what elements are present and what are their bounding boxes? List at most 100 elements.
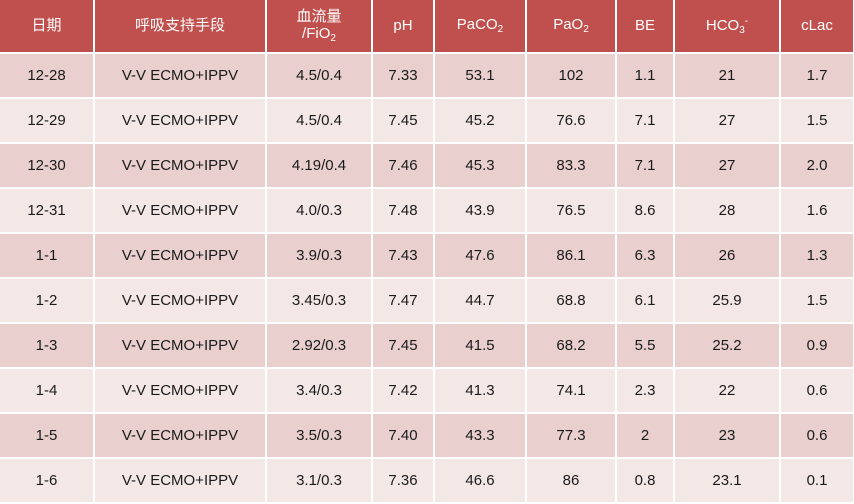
cell-paco2: 45.2 [434,98,527,144]
cell-clac: 1.5 [780,98,854,144]
cell-be: 6.3 [616,233,675,279]
header-clac: cLac [780,0,854,54]
header-paco2: PaCO2 [434,0,527,54]
cell-paco2: 41.5 [434,323,527,369]
cell-clac: 1.5 [780,278,854,324]
table-row: 1-5 V-V ECMO+IPPV 3.5/0.3 7.40 43.3 77.3 2 23 0.… [0,413,854,459]
cell-be: 0.8 [616,458,675,504]
table-body: 12-28 V-V ECMO+IPPV 4.5/0.4 7.33 53.1 102 1.1 2… [0,53,854,504]
header-hco3: HCO3- [674,0,781,54]
cell-pao2: 77.3 [526,413,617,459]
cell-flow: 2.92/0.3 [266,323,373,369]
cell-be: 2 [616,413,675,459]
cell-ph: 7.46 [372,143,435,189]
cell-date: 12-29 [0,98,95,144]
cell-clac: 1.7 [780,53,854,99]
cell-pao2: 74.1 [526,368,617,414]
cell-support: V-V ECMO+IPPV [94,278,267,324]
cell-date: 1-3 [0,323,95,369]
header-flow-line1: 血流量 [296,7,342,25]
cell-hco3: 28 [674,188,781,234]
cell-support: V-V ECMO+IPPV [94,368,267,414]
cell-flow: 4.5/0.4 [266,53,373,99]
table-row: 12-31 V-V ECMO+IPPV 4.0/0.3 7.48 43.9 76.5 8.6… [0,188,854,234]
cell-hco3: 22 [674,368,781,414]
cell-be: 5.5 [616,323,675,369]
header-be: BE [616,0,675,54]
cell-flow: 4.19/0.4 [266,143,373,189]
cell-ph: 7.48 [372,188,435,234]
cell-paco2: 53.1 [434,53,527,99]
header-flow-fio2: 血流量 /FiO2 [266,0,373,54]
cell-pao2: 83.3 [526,143,617,189]
table-row: 1-3 V-V ECMO+IPPV 2.92/0.3 7.45 41.5 68.2 5.5 2… [0,323,854,369]
cell-ph: 7.43 [372,233,435,279]
cell-date: 1-6 [0,458,95,504]
cell-hco3: 23 [674,413,781,459]
cell-be: 1.1 [616,53,675,99]
cell-clac: 1.6 [780,188,854,234]
cell-support: V-V ECMO+IPPV [94,188,267,234]
cell-pao2: 86 [526,458,617,504]
cell-flow: 3.45/0.3 [266,278,373,324]
cell-hco3: 21 [674,53,781,99]
cell-be: 7.1 [616,98,675,144]
cell-clac: 2.0 [780,143,854,189]
cell-ph: 7.33 [372,53,435,99]
cell-paco2: 47.6 [434,233,527,279]
cell-date: 1-1 [0,233,95,279]
cell-flow: 4.5/0.4 [266,98,373,144]
header-hco3-sup: - [744,15,749,27]
cell-pao2: 76.6 [526,98,617,144]
header-pao2-sub: 2 [583,24,589,36]
cell-paco2: 41.3 [434,368,527,414]
table-row: 1-1 V-V ECMO+IPPV 3.9/0.3 7.43 47.6 86.1 6.3 26… [0,233,854,279]
cell-support: V-V ECMO+IPPV [94,233,267,279]
cell-support: V-V ECMO+IPPV [94,143,267,189]
cell-be: 2.3 [616,368,675,414]
header-support: 呼吸支持手段 [94,0,267,54]
header-paco2-label: PaCO [456,16,498,34]
header-pao2-label: PaO [553,16,584,34]
cell-flow: 3.5/0.3 [266,413,373,459]
cell-paco2: 44.7 [434,278,527,324]
cell-paco2: 45.3 [434,143,527,189]
cell-flow: 3.9/0.3 [266,233,373,279]
header-date: 日期 [0,0,95,54]
header-hco3-label: HCO [705,16,740,34]
header-row: 日期 呼吸支持手段 血流量 /FiO2 pH PaCO2 PaO2 BE HCO… [0,0,854,54]
cell-clac: 0.6 [780,413,854,459]
cell-support: V-V ECMO+IPPV [94,98,267,144]
header-pao2: PaO2 [526,0,617,54]
cell-flow: 3.4/0.3 [266,368,373,414]
cell-be: 8.6 [616,188,675,234]
table-row: 12-30 V-V ECMO+IPPV 4.19/0.4 7.46 45.3 83.3 7.… [0,143,854,189]
cell-hco3: 27 [674,98,781,144]
table-row: 1-4 V-V ECMO+IPPV 3.4/0.3 7.42 41.3 74.1 2.3 22… [0,368,854,414]
cell-support: V-V ECMO+IPPV [94,413,267,459]
cell-support: V-V ECMO+IPPV [94,53,267,99]
cell-hco3: 26 [674,233,781,279]
cell-paco2: 46.6 [434,458,527,504]
cell-pao2: 76.5 [526,188,617,234]
cell-date: 1-4 [0,368,95,414]
cell-ph: 7.36 [372,458,435,504]
cell-date: 1-5 [0,413,95,459]
cell-date: 12-28 [0,53,95,99]
table-row: 12-28 V-V ECMO+IPPV 4.5/0.4 7.33 53.1 102 1.1 2… [0,53,854,99]
header-paco2-sub: 2 [497,24,504,36]
cell-date: 12-31 [0,188,95,234]
cell-pao2: 102 [526,53,617,99]
cell-clac: 0.9 [780,323,854,369]
cell-pao2: 68.8 [526,278,617,324]
cell-hco3: 27 [674,143,781,189]
cell-flow: 4.0/0.3 [266,188,373,234]
cell-date: 1-2 [0,278,95,324]
header-flow-sub: 2 [330,32,336,44]
cell-ph: 7.45 [372,98,435,144]
cell-ph: 7.47 [372,278,435,324]
cell-clac: 1.3 [780,233,854,279]
cell-date: 12-30 [0,143,95,189]
cell-support: V-V ECMO+IPPV [94,323,267,369]
